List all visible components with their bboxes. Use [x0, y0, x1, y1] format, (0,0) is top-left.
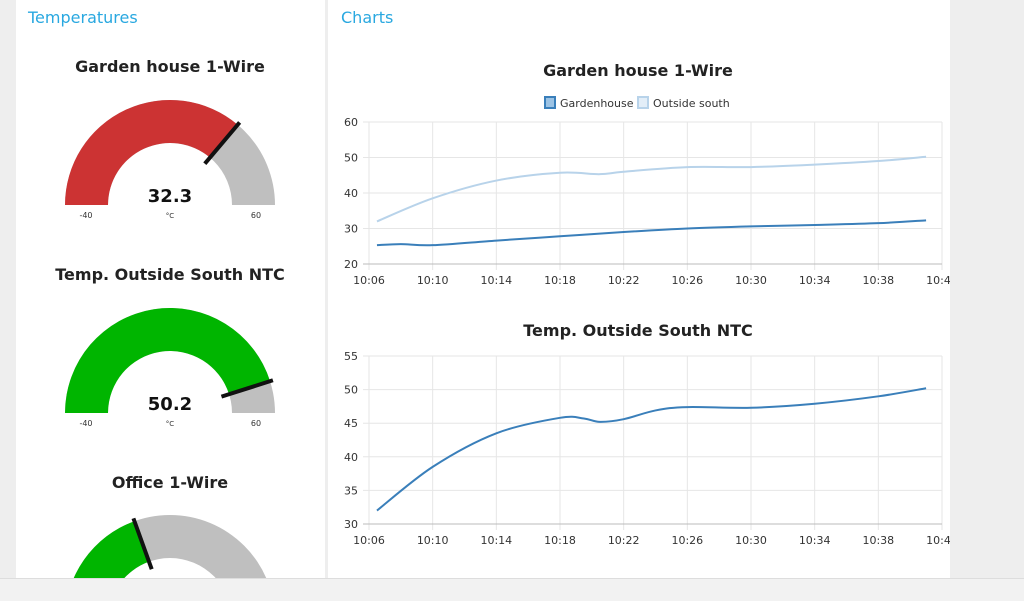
gauge: Temp. Outside South NTC 50.2 °C -40 60: [55, 265, 285, 428]
gauge-min-label: -40: [79, 211, 92, 220]
series-line: [376, 219, 927, 247]
gauge-needle: [203, 121, 242, 166]
temperatures-group: Temperatures Garden house 1-Wire 32.3 °C -4…: [16, 0, 325, 578]
y-tick-label: 50: [344, 152, 358, 165]
x-tick-label: 10:14: [480, 534, 512, 547]
legend-label: Gardenhouse: [560, 97, 634, 110]
x-tick-label: 10:34: [799, 534, 831, 547]
gauge-title: Office 1-Wire: [112, 473, 228, 492]
x-tick-label: 10:18: [544, 534, 576, 547]
charts-area: Garden house 1-Wire 20 30 40 50 60 10:06 10:10 1…: [344, 61, 950, 547]
x-tick-label: 10:22: [608, 274, 640, 287]
x-tick-label: 10:18: [544, 274, 576, 287]
y-tick-label: 20: [344, 258, 358, 271]
gauge-max-label: 60: [251, 419, 261, 428]
x-tick-label: 10:42: [926, 534, 950, 547]
gauge-value-arc: [65, 99, 238, 205]
y-tick-label: 45: [344, 417, 358, 430]
y-tick-label: 60: [344, 116, 358, 129]
x-tick-label: 10:10: [417, 534, 449, 547]
charts-group-title: Charts: [341, 8, 394, 27]
gauge: Garden house 1-Wire 32.3 °C -40 60: [65, 57, 275, 220]
series-line: [376, 387, 927, 512]
x-tick-label: 10:38: [862, 274, 894, 287]
gauge-value-arc: [73, 521, 149, 578]
y-tick-label: 50: [344, 384, 358, 397]
gauge-max-label: 60: [251, 211, 261, 220]
x-tick-label: 10:34: [799, 274, 831, 287]
legend-label: Outside south: [653, 97, 730, 110]
bottom-bar: [0, 578, 1024, 601]
gauge-needle: [131, 517, 154, 570]
gauge: Office 1-Wire: [73, 473, 267, 578]
y-tick-label: 30: [344, 223, 358, 236]
y-tick-label: 55: [344, 350, 358, 363]
charts-group: Charts Garden house 1-Wire 20 30 40 50 60 10:0…: [328, 0, 950, 578]
x-tick-label: 10:42: [926, 274, 950, 287]
chart-title: Garden house 1-Wire: [543, 61, 733, 80]
gauge-value: 50.2: [148, 394, 192, 415]
y-tick-label: 40: [344, 451, 358, 464]
x-tick-label: 10:06: [353, 274, 385, 287]
legend-item: Outside south: [637, 96, 730, 110]
legend-swatch: [544, 96, 556, 109]
legend-item: Gardenhouse: [544, 96, 634, 110]
y-tick-label: 35: [344, 484, 358, 497]
x-tick-label: 10:30: [735, 274, 767, 287]
gauge-value-arc: [65, 307, 271, 413]
chart-title: Temp. Outside South NTC: [523, 321, 753, 340]
series-line: [376, 155, 927, 223]
x-tick-label: 10:38: [862, 534, 894, 547]
temperatures-group-title: Temperatures: [28, 8, 138, 27]
y-tick-label: 40: [344, 187, 358, 200]
gauge-min-label: -40: [79, 419, 92, 428]
x-tick-label: 10:06: [353, 534, 385, 547]
gauge-title: Temp. Outside South NTC: [55, 265, 285, 284]
x-tick-label: 10:14: [480, 274, 512, 287]
gauge-unit: °C: [166, 420, 175, 428]
line-chart: Temp. Outside South NTC 30 35 40 45 50 55 10:06…: [344, 321, 950, 547]
gauge-unit: °C: [166, 212, 175, 220]
y-tick-label: 30: [344, 518, 358, 531]
x-tick-label: 10:10: [417, 274, 449, 287]
gauge-needle: [220, 378, 274, 399]
gauge-title: Garden house 1-Wire: [75, 57, 265, 76]
gauge-value: 32.3: [148, 186, 192, 207]
line-chart: Garden house 1-Wire 20 30 40 50 60 10:06 10:10 1…: [344, 61, 950, 287]
x-tick-label: 10:26: [671, 534, 703, 547]
x-tick-label: 10:30: [735, 534, 767, 547]
x-tick-label: 10:22: [608, 534, 640, 547]
legend-swatch: [637, 96, 649, 109]
x-tick-label: 10:26: [671, 274, 703, 287]
